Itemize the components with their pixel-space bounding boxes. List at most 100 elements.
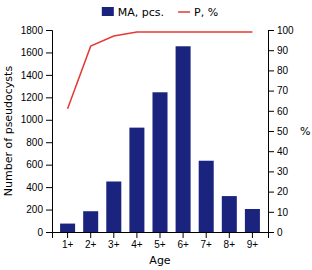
legend: MA, pcs. P, %	[102, 6, 218, 19]
tick-mark	[268, 131, 274, 132]
tick-label: 1400	[21, 70, 44, 81]
tick: 400	[26, 182, 52, 193]
bar	[152, 92, 167, 232]
chart: 1+2+3+4+5+6+7+8+9+0200400600800100012001…	[0, 0, 312, 270]
legend-swatch	[102, 7, 114, 16]
tick-label: 2+	[85, 239, 97, 250]
tick: 6+	[177, 232, 189, 250]
legend-item: P, %	[178, 6, 218, 19]
tick-mark	[46, 232, 52, 233]
legend-label: MA, pcs.	[118, 6, 164, 19]
tick-label: 9+	[247, 239, 259, 250]
y2-axis: 0102030405060708090100	[268, 25, 294, 238]
tick-mark	[183, 232, 184, 238]
tick-mark	[268, 30, 274, 31]
bar	[129, 128, 144, 232]
tick-mark	[46, 120, 52, 121]
y-axis: 0 200 400 600 800 1000 1200 1400 1600 1800	[21, 25, 53, 238]
bar	[83, 211, 98, 232]
tick-mark	[46, 75, 52, 76]
tick: 20	[268, 186, 289, 197]
tick-label: 0	[37, 227, 43, 238]
tick-label: 5+	[154, 239, 166, 250]
tick: 8+	[224, 232, 236, 250]
legend-label: P, %	[194, 6, 218, 19]
tick-mark	[136, 232, 137, 238]
tick-label: 600	[26, 159, 43, 170]
tick-mark	[268, 50, 274, 51]
tick-label: 0	[277, 227, 283, 238]
bar-series	[60, 46, 260, 232]
tick-label: 8+	[224, 239, 236, 250]
tick-mark	[268, 192, 274, 193]
tick: 0	[268, 227, 283, 238]
tick-mark	[90, 232, 91, 238]
tick-label: 4+	[131, 239, 143, 250]
x-axis-title: Age	[149, 254, 171, 267]
tick-mark	[268, 70, 274, 71]
tick-mark	[46, 30, 52, 31]
tick-mark	[113, 232, 114, 238]
bar	[106, 182, 121, 233]
tick-mark	[46, 97, 52, 98]
legend-item: MA, pcs.	[102, 6, 164, 19]
tick: 200	[26, 204, 52, 215]
tick-mark	[67, 232, 68, 238]
tick-label: 10	[277, 207, 289, 218]
y2-axis-title: %	[300, 125, 310, 138]
y-axis-title: Number of pseudocysts	[2, 66, 15, 197]
bar	[245, 209, 260, 232]
tick: 600	[26, 159, 52, 170]
tick: 10	[268, 207, 289, 218]
tick-mark	[46, 52, 52, 53]
tick-mark	[268, 232, 274, 233]
tick-label: 20	[277, 186, 289, 197]
tick-mark	[46, 210, 52, 211]
tick-label: 1200	[21, 92, 44, 103]
tick: 40	[268, 146, 289, 157]
axis-line	[269, 31, 275, 233]
tick-mark	[268, 111, 274, 112]
tick: 800	[26, 137, 52, 148]
tick-label: 800	[26, 137, 43, 148]
line	[68, 32, 253, 109]
tick-label: 50	[277, 126, 289, 137]
bar	[199, 161, 214, 232]
tick-mark	[268, 171, 274, 172]
tick: 9+	[247, 232, 259, 250]
axis-line	[46, 31, 53, 233]
tick-label: 400	[26, 182, 43, 193]
tick-label: 200	[26, 204, 43, 215]
tick: 1200	[21, 92, 52, 103]
tick: 1000	[21, 114, 52, 125]
tick-label: 40	[277, 146, 289, 157]
tick-label: 90	[277, 45, 289, 56]
tick-mark	[46, 142, 52, 143]
tick: 60	[268, 106, 289, 117]
tick: 7+	[201, 232, 213, 250]
tick-mark	[160, 232, 161, 238]
tick-mark	[229, 232, 230, 238]
tick: 80	[268, 65, 289, 76]
tick: 90	[268, 45, 289, 56]
tick-label: 30	[277, 166, 289, 177]
tick: 70	[268, 85, 289, 96]
tick: 3+	[108, 232, 120, 250]
tick-label: 80	[277, 65, 289, 76]
tick-label: 1000	[21, 114, 44, 125]
tick-label: 3+	[108, 239, 120, 250]
tick-mark	[252, 232, 253, 238]
tick-mark	[46, 187, 52, 188]
tick-mark	[268, 212, 274, 213]
tick-label: 70	[277, 85, 289, 96]
tick: 1+	[62, 232, 74, 250]
tick: 2+	[85, 232, 97, 250]
bar	[222, 196, 237, 232]
tick: 1800	[21, 25, 52, 36]
tick: 50	[268, 126, 289, 137]
plot: 1+2+3+4+5+6+7+8+9+0200400600800100012001…	[21, 25, 294, 250]
tick: 1400	[21, 70, 52, 81]
bar	[60, 224, 75, 232]
tick-label: 1600	[21, 47, 44, 58]
axis-line	[53, 233, 269, 239]
